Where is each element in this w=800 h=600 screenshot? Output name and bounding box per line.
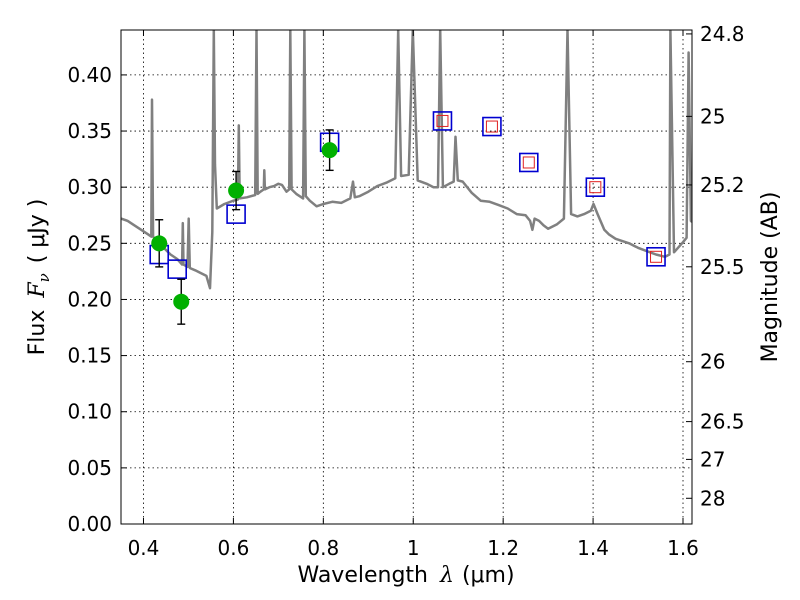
plot-frame [120,29,693,525]
magnitude-tick-label: 25 [700,104,725,128]
y-tick-label: 0.40 [67,63,112,87]
x-tick-label: 0.6 [217,536,249,560]
predicted-photometry-marker [589,181,602,194]
grid [121,30,692,524]
observed-photometry-point [321,142,338,159]
model-photometry-marker [518,152,539,173]
y-tick-label: 0.35 [67,119,112,143]
magnitude-tick-label: 27 [700,447,725,471]
model-photometry-marker [585,177,606,197]
model-photometry-marker [482,116,502,137]
model-spectrum-line [121,30,692,290]
magnitude-tick-label: 24.8 [700,22,745,46]
magnitude-axis-label: Magnitude (AB) [758,192,783,363]
predicted-photometry-marker [436,114,449,127]
plot-background [121,30,692,524]
model-photometry-marker [432,111,453,131]
magnitude-tick-label: 26.5 [700,410,745,434]
observed-photometry-point [173,293,190,310]
predicted-photometry-marker [485,120,498,133]
magnitude-tick-label: 25.2 [700,173,745,197]
x-axis-label: Wavelength λ (μm) [297,563,514,588]
y-tick-label: 0.10 [67,400,112,424]
axes: 0.4 0.6 0.8 1 1.2 1.4 1.6 0.00 0.05 0.10 0.15 0.20 0… [67,22,744,560]
y-tick-label: 0.05 [67,456,112,480]
y-tick-label: 0.30 [67,175,112,199]
model-photometry-marker [167,259,188,279]
observed-photometry-point [151,235,168,252]
x-tick-label: 0.4 [128,536,160,560]
series-layer [121,30,692,325]
observed-photometry-point [228,182,245,199]
predicted-photometry-marker [522,156,535,169]
magnitude-tick-label: 28 [700,486,725,510]
y-tick-label: 0.25 [67,231,112,255]
x-tick-label: 0.8 [307,536,339,560]
y-tick-label: 0.15 [67,344,112,368]
predicted-photometry-marker [650,250,663,263]
y-tick-label: 0.00 [67,512,112,536]
x-tick-label: 1 [407,536,420,560]
magnitude-tick-label: 26 [700,350,725,374]
x-tick-label: 1.2 [487,536,519,560]
x-tick-label: 1.4 [577,536,609,560]
y-tick-label: 0.20 [67,287,112,311]
x-tick-label: 1.6 [667,536,699,560]
y-axis-label: FluxFν( μJy ) [25,199,53,356]
model-photometry-marker [646,246,666,267]
magnitude-tick-label: 25.5 [700,255,745,279]
